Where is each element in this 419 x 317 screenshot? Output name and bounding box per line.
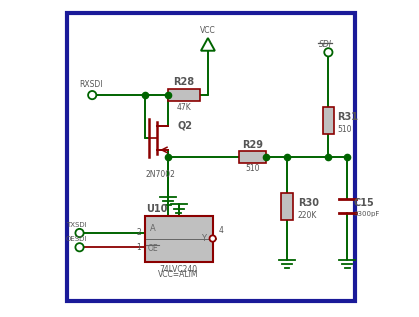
Circle shape bbox=[210, 235, 216, 242]
Circle shape bbox=[75, 243, 84, 251]
Text: 510: 510 bbox=[337, 125, 352, 134]
Text: A: A bbox=[150, 224, 155, 233]
Circle shape bbox=[324, 48, 333, 56]
Text: OE: OE bbox=[147, 244, 158, 253]
Text: 220K: 220K bbox=[297, 211, 317, 220]
Text: 510: 510 bbox=[245, 164, 259, 173]
Text: Y: Y bbox=[201, 234, 206, 243]
Text: R31: R31 bbox=[337, 112, 358, 122]
Bar bbox=[282, 193, 293, 220]
Text: TXSDI: TXSDI bbox=[66, 222, 87, 228]
Bar bbox=[239, 151, 266, 163]
Text: 74LVC240: 74LVC240 bbox=[160, 265, 198, 274]
Text: VCC: VCC bbox=[200, 26, 216, 35]
Circle shape bbox=[88, 91, 96, 99]
Text: VCC=ALIM: VCC=ALIM bbox=[158, 270, 199, 279]
Bar bbox=[323, 107, 334, 134]
Text: R28: R28 bbox=[173, 77, 195, 87]
Polygon shape bbox=[201, 38, 215, 51]
Bar bbox=[145, 216, 213, 262]
Text: 1: 1 bbox=[137, 243, 141, 252]
Text: 2: 2 bbox=[137, 229, 141, 237]
Text: 3300pF: 3300pF bbox=[353, 211, 380, 217]
Text: R29: R29 bbox=[242, 139, 263, 150]
Text: Q2: Q2 bbox=[178, 120, 193, 130]
Text: 4: 4 bbox=[219, 226, 224, 235]
Text: OESDI: OESDI bbox=[66, 236, 87, 242]
Circle shape bbox=[75, 229, 84, 237]
Text: C15: C15 bbox=[353, 198, 374, 208]
Bar bbox=[168, 89, 200, 101]
Text: SDI: SDI bbox=[319, 40, 332, 49]
Text: R30: R30 bbox=[297, 198, 318, 208]
Text: RXSDI: RXSDI bbox=[79, 81, 102, 89]
Text: 47K: 47K bbox=[177, 103, 191, 112]
Text: 2N7002: 2N7002 bbox=[145, 170, 175, 178]
Text: U10: U10 bbox=[147, 204, 168, 214]
